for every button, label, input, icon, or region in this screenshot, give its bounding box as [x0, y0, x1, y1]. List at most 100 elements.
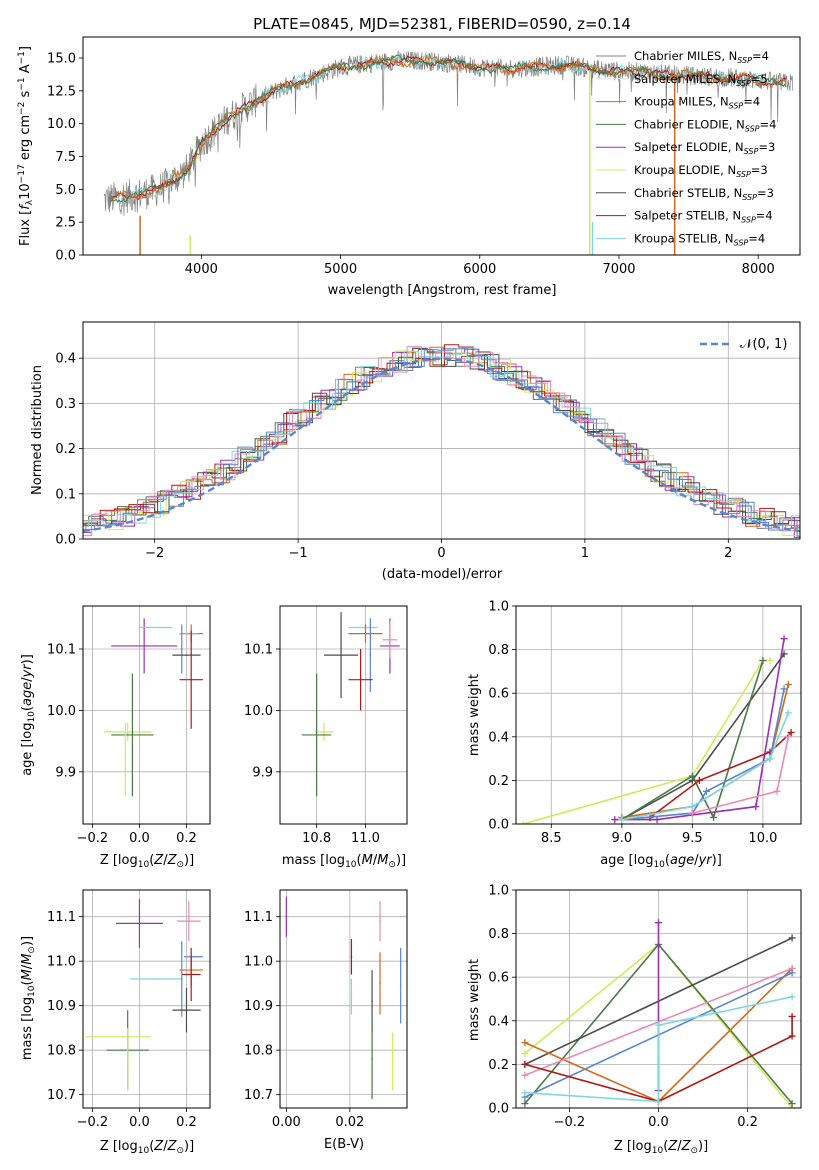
y-tick-label: 0.0	[55, 533, 76, 548]
y-tick-label: 10.7	[47, 1088, 76, 1103]
data-point	[359, 678, 362, 681]
series-line	[524, 1016, 793, 1103]
legend-entry: Chabrier STELIB, NSSP=3	[634, 186, 774, 202]
weight-vs-age-ylabel: mass weight	[467, 674, 482, 756]
plus-marker	[788, 1100, 796, 1108]
plot-clip-group	[519, 635, 795, 824]
residuals-xlabel: (data-model)/error	[382, 567, 503, 582]
mass-vs-z-panel: mass [log10(M/M⊙)] Z [log10(Z/Z⊙)] −0.2 0…	[20, 889, 211, 1156]
plus-marker	[521, 1060, 529, 1068]
plus-marker	[784, 733, 792, 741]
y-tick-label: 9.9	[55, 765, 76, 780]
data-point	[124, 758, 127, 761]
age-vs-z-plot-area: −0.2 0.0 0.2 9.9 10.0 10.1	[47, 605, 211, 846]
data-point	[185, 654, 188, 656]
weight-vs-z-plot-area: −0.2 0.0 0.2 0.0 0.2 0.4 0.6 0.8 1.0	[488, 884, 802, 1130]
x-tick-label: 2	[724, 546, 732, 561]
data-point	[131, 734, 134, 736]
data-point	[138, 922, 141, 925]
plus-marker	[710, 813, 718, 821]
mass-vs-ebv-plot-area: 0.00 0.02 10.7 10.8 10.9 11.0 11.1	[244, 889, 408, 1130]
data-point	[399, 984, 402, 987]
series-line	[649, 731, 792, 819]
y-tick-label: 10.0	[47, 704, 76, 719]
y-tick-label: 10.0	[47, 117, 76, 132]
series-line	[522, 659, 770, 824]
plus-marker	[759, 657, 767, 664]
y-tick-label: 0.0	[488, 1102, 509, 1117]
plus-marker	[618, 816, 626, 824]
y-tick-label: 0.2	[488, 1058, 509, 1073]
x-tick-label: −0.2	[77, 831, 109, 846]
data-point	[126, 731, 129, 733]
axes-frame	[515, 605, 802, 825]
data-point	[285, 915, 288, 918]
y-tick-label: 0.4	[488, 730, 509, 745]
axes-frame	[82, 321, 801, 540]
spectrum-plot-area: 4000 5000 6000 7000 8000 0.0 2.5 5.0 7.5 10.0 12.5…	[47, 36, 801, 277]
weight-vs-z-panel: mass weight Z [log10(Z/Z⊙)] −0.2 0.0 0.2 0.…	[467, 884, 802, 1156]
y-tick-label: 0.8	[488, 643, 509, 658]
residuals-legend-label: 𝒩(0, 1)	[740, 337, 787, 352]
spectrum-ylabel: Flux [fλ10−17 erg cm−2 s−1 A−1]	[17, 46, 35, 246]
weight-vs-z-ylabel: mass weight	[467, 959, 482, 1041]
plus-marker	[521, 1050, 529, 1057]
y-tick-label: 10.9	[244, 999, 273, 1014]
plus-marker	[787, 728, 795, 736]
data-point	[389, 638, 391, 641]
x-tick-label: 0.02	[335, 1115, 364, 1130]
data-point	[180, 978, 183, 980]
x-tick-label: 0.2	[176, 1115, 197, 1130]
y-tick-label: 0.0	[55, 249, 76, 264]
x-tick-label: 9.5	[682, 831, 703, 846]
plot-clip-group	[83, 344, 800, 538]
plus-marker	[702, 787, 710, 795]
data-point	[350, 995, 353, 998]
x-tick-label: 6000	[463, 262, 496, 277]
plus-marker	[780, 685, 788, 693]
histogram-step-line	[83, 348, 800, 538]
data-point	[362, 626, 364, 629]
plus-marker	[784, 680, 792, 688]
y-tick-label: 11.1	[244, 910, 273, 925]
y-tick-label: 1.0	[488, 600, 509, 615]
data-point	[188, 632, 190, 635]
weight-vs-age-panel: mass weight age [log10(age/yr)] 8.5 9.0 9.…	[467, 600, 802, 870]
plus-marker	[788, 969, 796, 977]
mass-vs-ebv-panel: E(B-V) 0.00 0.02 10.7 10.8 10.9 11.0 11.1	[244, 889, 408, 1152]
data-point	[155, 626, 157, 629]
y-tick-label: 11.0	[47, 955, 76, 970]
y-tick-label: 10.1	[244, 642, 273, 657]
y-tick-label: 0.6	[488, 687, 509, 702]
data-point	[315, 734, 318, 736]
data-point	[143, 645, 145, 647]
plus-marker	[788, 934, 796, 942]
plus-marker	[784, 709, 792, 717]
y-tick-label: 5.0	[55, 183, 76, 198]
legend-entry: Salpeter ELODIE, NSSP=3	[634, 140, 775, 156]
series-line	[524, 996, 793, 1103]
plus-marker	[766, 755, 774, 763]
plus-marker	[688, 772, 696, 780]
data-point	[155, 978, 157, 980]
axes-frame	[82, 889, 211, 1109]
plot-clip-group	[85, 898, 203, 1091]
series-line	[614, 638, 785, 821]
y-tick-label: 10.0	[244, 704, 273, 719]
legend-entry: Chabrier MILES, NSSP=4	[634, 49, 769, 65]
residuals-panel: (data-model)/error Normed distribution −…	[30, 321, 801, 582]
plus-marker	[521, 1100, 529, 1108]
residuals-plot-area: −2 −1 0 1 2 0.0 0.1 0.2 0.3 0.4	[55, 321, 801, 561]
x-tick-label: 8000	[742, 262, 775, 277]
plot-clip-group	[301, 612, 400, 797]
x-tick-label: 0.0	[129, 831, 150, 846]
data-point	[364, 632, 367, 635]
y-tick-label: 0.0	[488, 818, 509, 833]
x-tick-label: −1	[289, 546, 308, 561]
age-vs-mass-xlabel: mass [log10(M/M⊙)]	[282, 853, 406, 870]
plot-clip-group	[104, 618, 203, 797]
y-tick-label: 11.1	[47, 910, 76, 925]
plus-marker	[688, 809, 696, 817]
spectrum-xlabel: wavelength [Angstrom, rest frame]	[328, 283, 557, 298]
y-tick-label: 1.0	[488, 884, 509, 899]
